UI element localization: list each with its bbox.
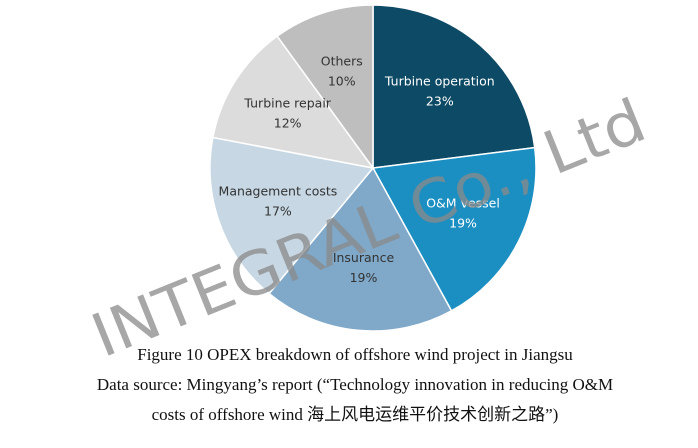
pie-slice [268,166,453,332]
slice-value: 19% [350,270,378,285]
slice-value: 17% [264,204,292,219]
pie-slice [276,4,374,171]
caption-line: costs of offshore wind 海上风电运维平价技术创新之路”) [152,405,559,424]
slice-value: 19% [449,215,477,230]
slice-label: Insurance [333,250,395,265]
slice-value: 23% [426,94,454,109]
pie-slice [371,146,537,312]
pie-slice [212,35,375,170]
pie [209,4,537,332]
pie-slice [372,4,536,169]
slice-label: Others [321,53,363,68]
slice-label: Management costs [219,184,338,199]
caption-line: Figure 10 OPEX breakdown of offshore win… [137,345,573,364]
pie-slice [209,136,375,295]
caption-line: Data source: Mingyang’s report (“Technol… [97,375,613,394]
slice-value: 10% [328,73,356,88]
slice-label: Turbine operation [384,74,495,89]
slice-label: Turbine repair [243,95,331,110]
slice-value: 12% [274,115,302,130]
slice-label: O&M vessel [426,195,500,210]
